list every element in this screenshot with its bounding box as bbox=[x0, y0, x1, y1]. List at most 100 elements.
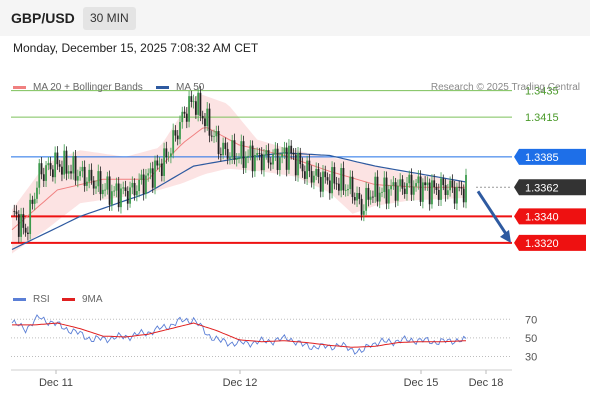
candle bbox=[208, 103, 211, 143]
candle bbox=[417, 170, 420, 190]
candle bbox=[233, 133, 236, 165]
candle bbox=[210, 130, 213, 142]
candle bbox=[92, 176, 95, 196]
candle bbox=[120, 183, 122, 214]
candle bbox=[276, 143, 279, 175]
legend-ma50: MA 50 bbox=[156, 82, 205, 93]
candle bbox=[67, 165, 70, 179]
candle bbox=[31, 195, 34, 210]
candle bbox=[135, 185, 138, 202]
candle bbox=[72, 151, 75, 180]
candle bbox=[54, 146, 57, 184]
candle bbox=[61, 160, 63, 182]
candle bbox=[231, 134, 234, 164]
rsi-tick-label: 50 bbox=[525, 333, 537, 345]
candle bbox=[158, 156, 161, 172]
legend-rsi-label: RSI bbox=[33, 294, 50, 305]
candle bbox=[351, 170, 354, 204]
candle bbox=[65, 146, 68, 181]
candle bbox=[313, 170, 315, 190]
candle bbox=[387, 184, 390, 209]
candle bbox=[165, 141, 168, 164]
candle bbox=[244, 151, 247, 173]
candle bbox=[358, 187, 361, 205]
candle bbox=[56, 146, 59, 170]
candle bbox=[126, 186, 129, 211]
candle bbox=[260, 147, 263, 175]
candle bbox=[156, 154, 159, 170]
candle bbox=[415, 179, 417, 192]
candle bbox=[328, 173, 331, 200]
candle bbox=[431, 174, 433, 209]
candle bbox=[383, 171, 386, 199]
candle bbox=[235, 153, 238, 167]
candle bbox=[199, 86, 202, 122]
candle bbox=[20, 207, 22, 243]
level-badge-text: 1.3362 bbox=[525, 182, 559, 194]
candle bbox=[197, 87, 200, 122]
candle bbox=[131, 176, 134, 194]
candle bbox=[192, 94, 195, 109]
candle bbox=[297, 147, 299, 182]
candle bbox=[122, 181, 125, 195]
x-tick-label: Dec 11 bbox=[39, 377, 73, 389]
candle bbox=[42, 167, 45, 187]
level-badge-text: 1.3320 bbox=[525, 238, 559, 250]
candle bbox=[174, 125, 177, 142]
candle bbox=[58, 159, 61, 173]
candle bbox=[90, 163, 93, 185]
candle bbox=[269, 157, 272, 171]
candle bbox=[378, 186, 381, 209]
candle bbox=[101, 183, 104, 199]
candle bbox=[129, 181, 131, 208]
candle bbox=[335, 176, 338, 190]
candle bbox=[283, 141, 286, 159]
candle bbox=[462, 184, 465, 208]
level-badge-text: 1.3385 bbox=[525, 152, 559, 164]
timeframe-badge[interactable]: 30 MIN bbox=[83, 7, 136, 30]
candle bbox=[353, 192, 356, 205]
candle bbox=[433, 174, 436, 194]
level-badge: 1.3340 bbox=[514, 208, 586, 225]
forecast-arrow-head bbox=[500, 229, 511, 243]
candle bbox=[204, 113, 206, 133]
candle bbox=[154, 155, 156, 195]
candle bbox=[263, 149, 265, 177]
time-axis: Dec 11 Dec 12 Dec 15 Dec 18 bbox=[39, 370, 503, 389]
candle bbox=[219, 147, 222, 162]
candle bbox=[83, 160, 86, 192]
rsi-series-rsi bbox=[11, 314, 467, 355]
candle bbox=[117, 176, 120, 212]
x-tick-label: Dec 15 bbox=[404, 377, 439, 389]
candle bbox=[22, 207, 25, 235]
candle bbox=[138, 173, 141, 198]
candle bbox=[349, 170, 352, 195]
candle bbox=[95, 180, 97, 195]
candle bbox=[347, 184, 349, 197]
level-labels: 1.3435 1.3415 1.3385 1.3362 1.3340 1.3320 bbox=[514, 86, 586, 251]
candle bbox=[213, 129, 215, 143]
candle bbox=[301, 157, 304, 178]
candle bbox=[160, 158, 163, 182]
candle bbox=[326, 172, 329, 185]
rsi-tick-label: 70 bbox=[525, 314, 537, 326]
x-tick-label: Dec 12 bbox=[223, 377, 258, 389]
candle bbox=[33, 192, 36, 211]
candle bbox=[444, 178, 447, 202]
candle bbox=[24, 223, 27, 237]
candle bbox=[74, 150, 77, 186]
candle bbox=[194, 96, 197, 119]
candle bbox=[306, 155, 308, 185]
candle bbox=[88, 163, 91, 189]
copyright-text: Research © 2025 Trading Central bbox=[431, 82, 580, 93]
candle bbox=[451, 174, 454, 193]
candle bbox=[385, 171, 388, 210]
candle bbox=[456, 182, 458, 211]
level-badge: 1.3320 bbox=[514, 234, 586, 251]
candle bbox=[38, 159, 41, 195]
candle bbox=[324, 165, 327, 184]
candle bbox=[242, 135, 245, 175]
legend-9ma: 9MA bbox=[62, 294, 103, 305]
candle bbox=[458, 180, 461, 192]
candle bbox=[26, 226, 29, 241]
